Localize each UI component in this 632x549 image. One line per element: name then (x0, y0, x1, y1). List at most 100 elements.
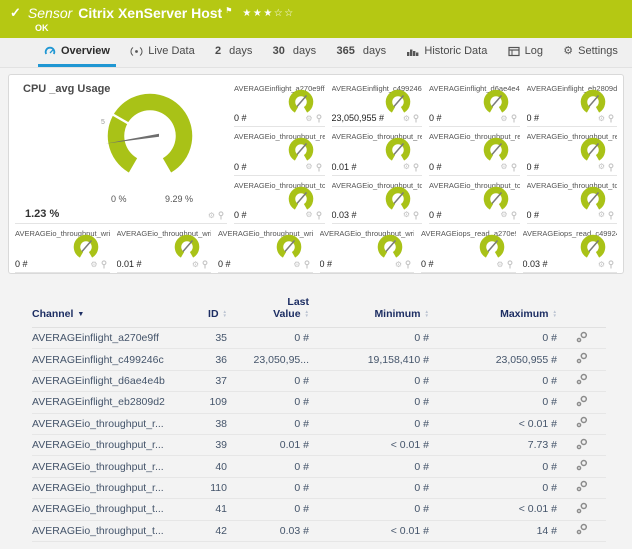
channel-settings-icon[interactable] (576, 523, 588, 535)
cell-channel[interactable]: AVERAGEio_throughput_r... (32, 481, 164, 494)
channel-gauge-tile[interactable]: AVERAGEio_throughput_read... 0 # ⚙ (429, 127, 520, 176)
header-maximum[interactable]: Maximum ▲ ▼ (429, 308, 557, 320)
pin-icon[interactable] (101, 260, 107, 269)
cell-channel[interactable]: AVERAGEio_throughput_r... (32, 417, 164, 430)
channel-settings-icon[interactable] (576, 395, 588, 407)
pin-icon[interactable] (511, 114, 517, 123)
channel-settings-icon[interactable] (576, 480, 588, 492)
pin-icon[interactable] (413, 114, 419, 123)
channel-gauge-tile[interactable]: AVERAGEio_throughput_write... 0 # ⚙ (319, 224, 414, 273)
cell-channel[interactable]: AVERAGEio_throughput_t... (32, 524, 164, 537)
gear-icon[interactable]: ⚙ (207, 210, 215, 220)
pin-icon[interactable] (511, 211, 517, 220)
priority-stars[interactable]: ★★★☆☆ (242, 7, 295, 19)
gear-icon[interactable]: ⚙ (500, 113, 508, 123)
channel-gauge-tile[interactable]: AVERAGEinflight_eb2809d2 0 # ⚙ (526, 79, 617, 128)
gear-icon[interactable]: ⚙ (597, 210, 605, 220)
channel-gauge-tile[interactable]: AVERAGEio_throughput_total... 0 # ⚙ (429, 176, 520, 224)
tab-365-days[interactable]: 365 days (330, 38, 392, 67)
pin-icon[interactable] (413, 211, 419, 220)
pin-icon[interactable] (202, 260, 208, 269)
header-channel[interactable]: Channel ▼ (32, 308, 182, 320)
gear-icon[interactable]: ⚙ (305, 210, 313, 220)
gear-icon[interactable]: ⚙ (597, 162, 605, 172)
channel-gauge-tile[interactable]: AVERAGEio_throughput_read... 0 # ⚙ (234, 127, 325, 176)
table-row[interactable]: AVERAGEio_throughput_r... 110 0 # 0 # 0 … (32, 478, 606, 500)
table-row[interactable]: AVERAGEio_throughput_r... 40 0 # 0 # 0 # (32, 456, 606, 478)
channel-settings-icon[interactable] (576, 373, 588, 385)
header-minimum[interactable]: Minimum ▲ ▼ (309, 308, 429, 320)
channel-settings-icon[interactable] (576, 416, 588, 428)
channel-gauge-tile[interactable]: AVERAGEio_throughput_write... 0.01 # ⚙ (116, 224, 211, 273)
cell-channel[interactable]: AVERAGEinflight_a270e9ff (32, 332, 159, 345)
channel-gauge-tile[interactable]: AVERAGEiops_read_c499246c 0.03 # ⚙ (522, 224, 617, 273)
table-row[interactable]: AVERAGEio_throughput_r... 38 0 # 0 # < 0… (32, 414, 606, 435)
gear-icon[interactable]: ⚙ (597, 259, 605, 269)
gear-icon[interactable]: ⚙ (500, 162, 508, 172)
channel-settings-icon[interactable] (576, 502, 588, 514)
channel-settings-icon[interactable] (576, 352, 588, 364)
gear-icon[interactable]: ⚙ (597, 113, 605, 123)
table-row[interactable]: AVERAGEinflight_eb2809d2 109 0 # 0 # 0 # (32, 392, 606, 414)
channel-gauge-tile[interactable]: AVERAGEiops_read_a270e9ff 0 # ⚙ (421, 224, 516, 273)
pin-icon[interactable] (316, 162, 322, 172)
table-row[interactable]: AVERAGEio_throughput_t... 42 0.03 # < 0.… (32, 521, 606, 542)
tab-settings[interactable]: ⚙ Settings (557, 38, 624, 67)
channel-gauge-tile[interactable]: AVERAGEio_throughput_write... 0 # ⚙ (218, 224, 313, 273)
cell-channel[interactable]: AVERAGEinflight_eb2809d2 (32, 396, 165, 409)
cell-channel[interactable]: AVERAGEio_throughput_r... (32, 460, 164, 473)
header-id[interactable]: ID ▲ ▼ (182, 308, 227, 320)
channel-gauge-tile[interactable]: AVERAGEio_throughput_total... 0 # ⚙ (234, 176, 325, 224)
channel-gauge-tile[interactable]: AVERAGEinflight_d6ae4e4b 0 # ⚙ (429, 79, 520, 128)
cell-channel[interactable]: AVERAGEinflight_c499246c (32, 353, 164, 366)
tab-live-data[interactable]: Live Data (124, 38, 200, 67)
tab-overview[interactable]: Overview (38, 38, 116, 67)
channel-gauge-tile[interactable]: AVERAGEio_throughput_total... 0 # ⚙ (526, 176, 617, 224)
pin-icon[interactable] (405, 260, 411, 269)
gear-icon[interactable]: ⚙ (496, 259, 504, 269)
pin-icon[interactable] (316, 114, 322, 123)
pin-icon[interactable] (511, 162, 517, 172)
gear-icon[interactable]: ⚙ (191, 259, 199, 269)
channel-settings-icon[interactable] (576, 459, 588, 471)
cell-channel[interactable]: AVERAGEio_throughput_t... (32, 503, 164, 516)
gear-icon[interactable]: ⚙ (90, 259, 98, 269)
gear-icon[interactable]: ⚙ (402, 113, 410, 123)
pin-icon[interactable] (608, 211, 614, 220)
channel-settings-icon[interactable] (576, 438, 588, 450)
pin-icon[interactable] (218, 211, 224, 220)
cpu-avg-usage-gauge-tile[interactable]: CPU _avg Usage 5 0 % 9.29 % 1.23 % ⚙ (15, 79, 227, 224)
gear-icon[interactable]: ⚙ (402, 162, 410, 172)
table-row[interactable]: AVERAGEio_throughput_r... 39 0.01 # < 0.… (32, 435, 606, 457)
tab-historic-data[interactable]: Historic Data (400, 38, 493, 67)
tab-30-days[interactable]: 30 days (267, 38, 323, 67)
channel-gauge-tile[interactable]: AVERAGEio_throughput_read... 0.01 # ⚙ (331, 127, 422, 176)
pin-icon[interactable] (608, 260, 614, 269)
pin-icon[interactable] (316, 211, 322, 220)
channel-settings-icon[interactable] (576, 331, 588, 343)
channel-gauge-tile[interactable]: AVERAGEio_throughput_read... 0 # ⚙ (526, 127, 617, 176)
gear-icon[interactable]: ⚙ (305, 162, 313, 172)
channel-gauge-tile[interactable]: AVERAGEio_throughput_write... 0 # ⚙ (15, 224, 110, 273)
flag-icon[interactable]: ⚑ (225, 5, 233, 15)
table-row[interactable]: AVERAGEio_throughput_t... 41 0 # 0 # < 0… (32, 499, 606, 521)
gear-icon[interactable]: ⚙ (394, 259, 402, 269)
cell-channel[interactable]: AVERAGEio_throughput_r... (32, 439, 164, 452)
table-row[interactable]: AVERAGEinflight_d6ae4e4b 37 0 # 0 # 0 # (32, 371, 606, 393)
pin-icon[interactable] (507, 260, 513, 269)
channel-gauge-tile[interactable]: AVERAGEinflight_c499246c 23,050,955 # ⚙ (331, 79, 422, 128)
channel-gauge-tile[interactable]: AVERAGEinflight_a270e9ff 0 # ⚙ (234, 79, 325, 128)
table-row[interactable]: AVERAGEinflight_a270e9ff 35 0 # 0 # 0 # (32, 328, 606, 350)
gear-icon[interactable]: ⚙ (500, 210, 508, 220)
pin-icon[interactable] (304, 260, 310, 269)
tab-log[interactable]: Log (502, 38, 549, 67)
pin-icon[interactable] (413, 162, 419, 172)
sensor-name[interactable]: Citrix XenServer Host (78, 5, 223, 21)
tab-2-days[interactable]: 2 days (209, 38, 258, 67)
table-row[interactable]: AVERAGEinflight_c499246c 36 23,050,95...… (32, 349, 606, 371)
gear-icon[interactable]: ⚙ (305, 113, 313, 123)
gear-icon[interactable]: ⚙ (402, 210, 410, 220)
channel-gauge-tile[interactable]: AVERAGEio_throughput_total... 0.03 # ⚙ (331, 176, 422, 224)
header-last-value[interactable]: Last Value ▲ ▼ (227, 296, 309, 320)
cell-channel[interactable]: AVERAGEinflight_d6ae4e4b (32, 374, 165, 387)
